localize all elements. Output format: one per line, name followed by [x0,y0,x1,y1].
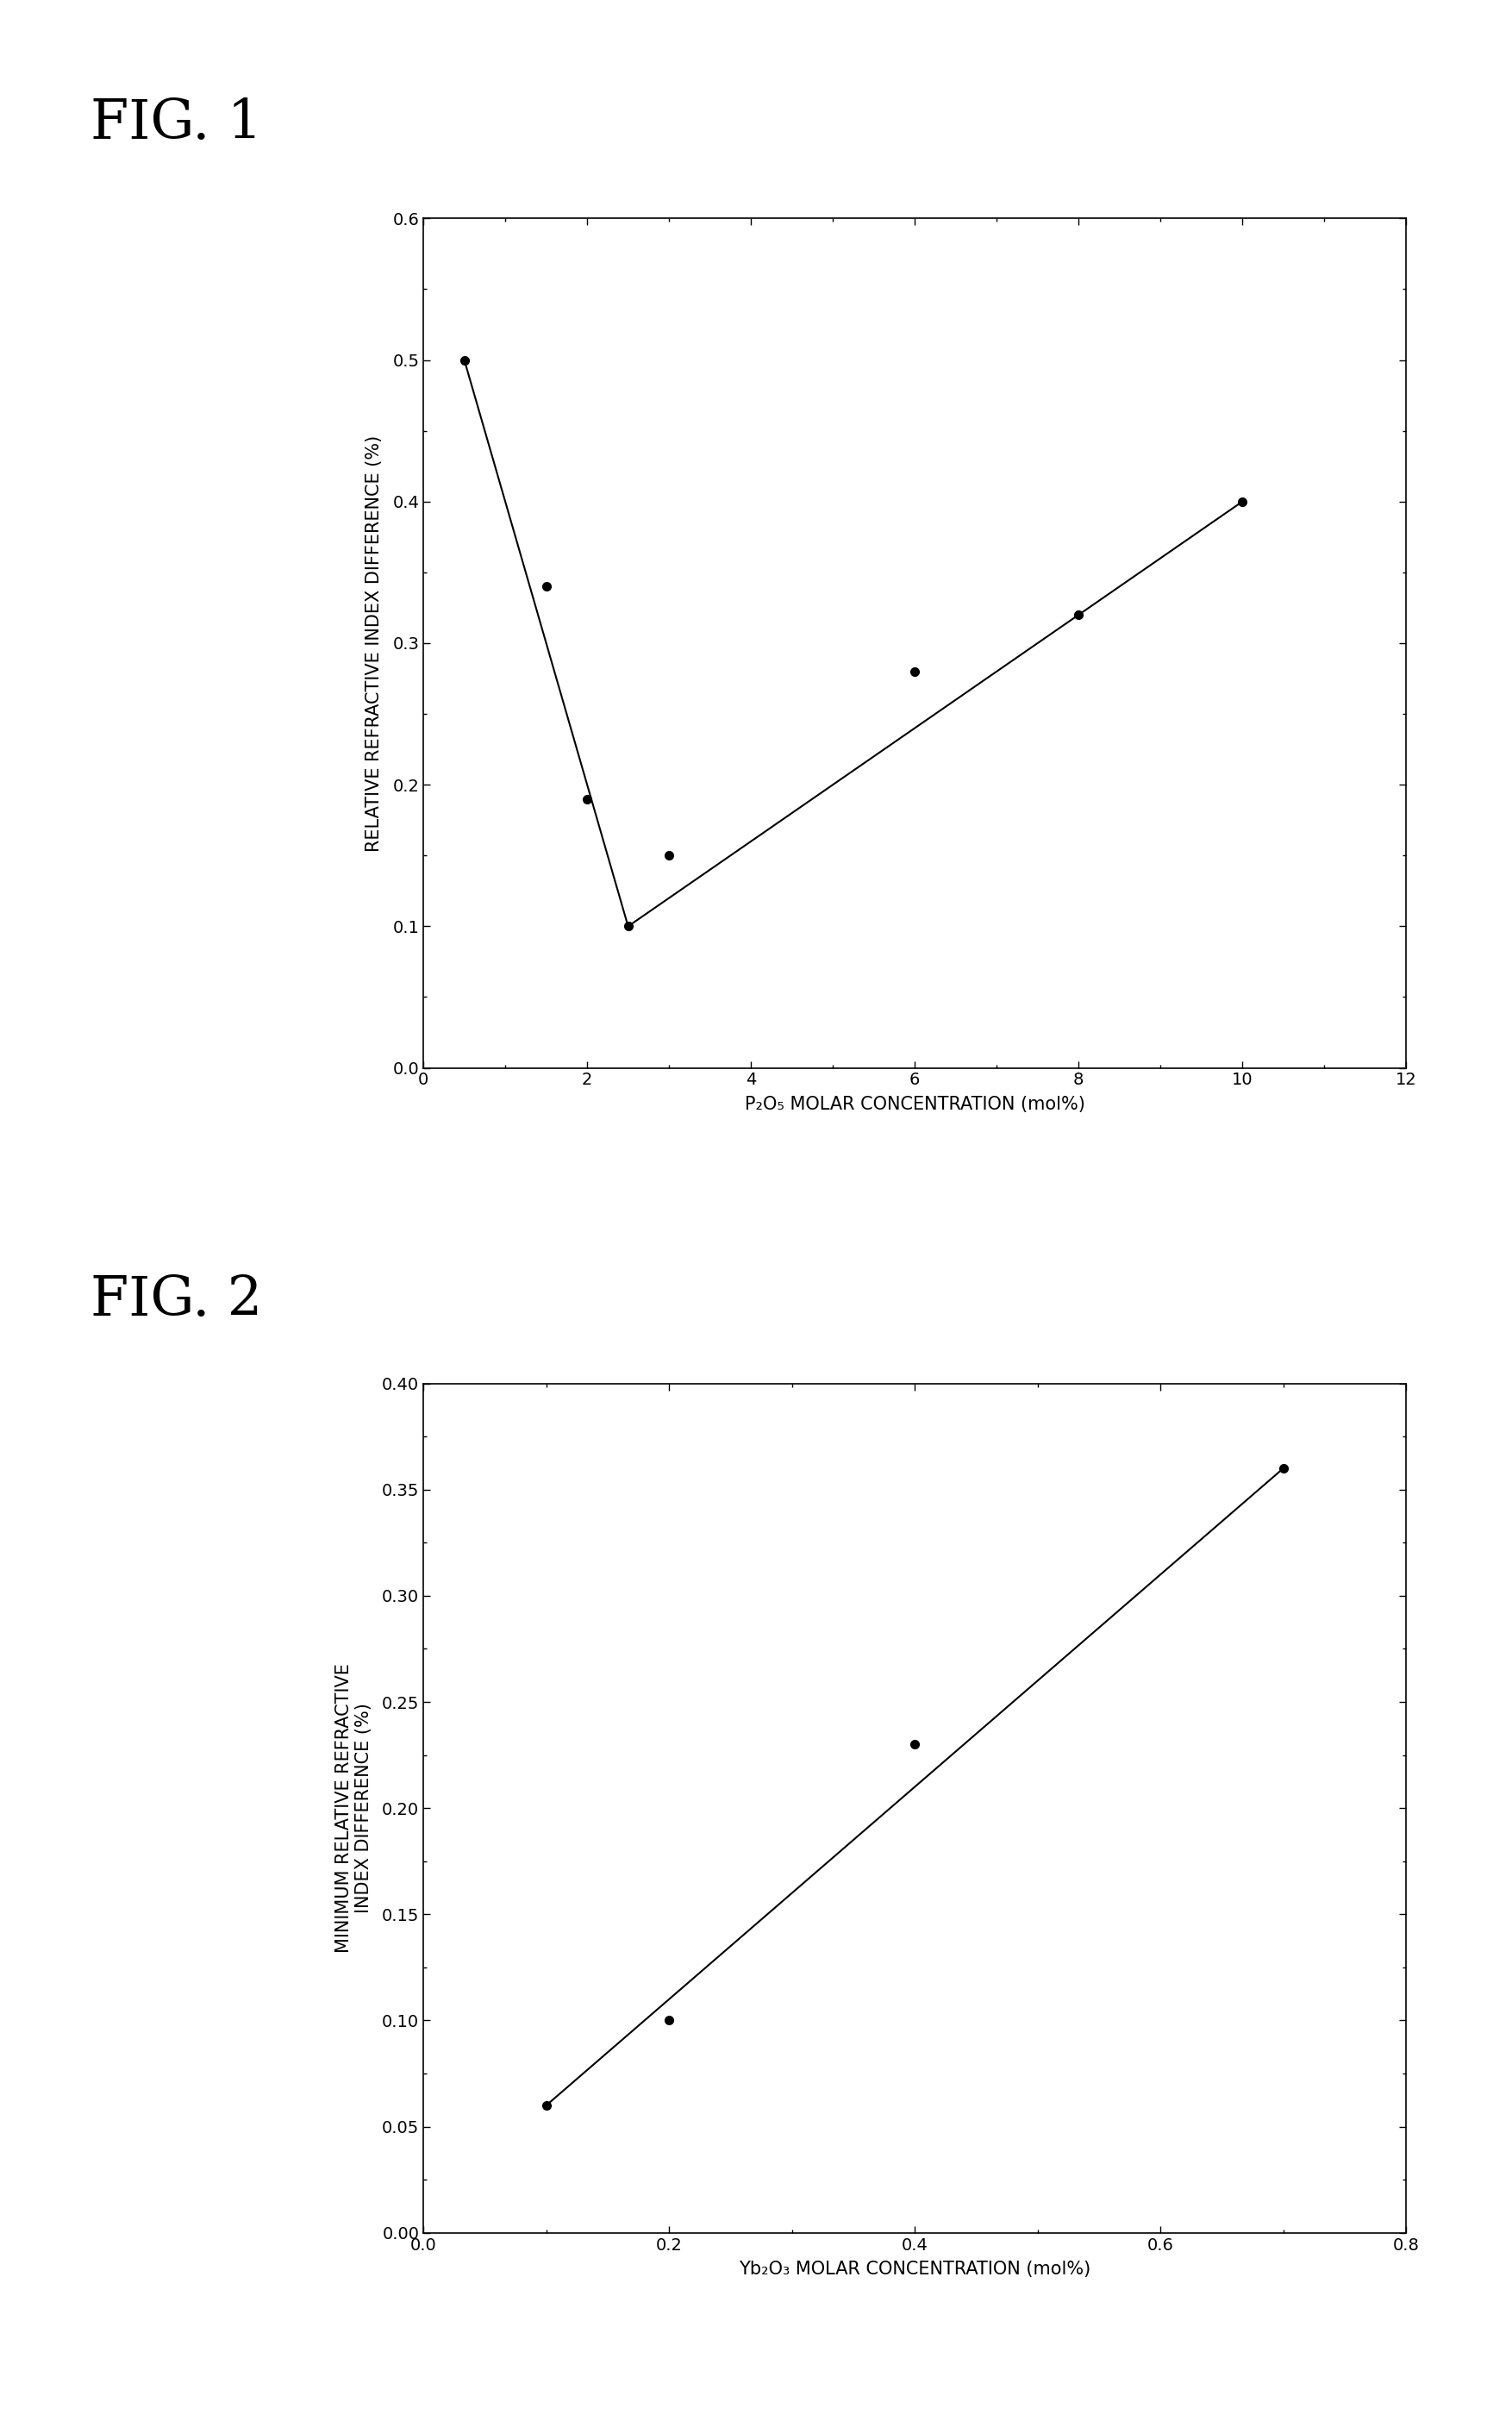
Point [658,2000,682,2039]
Y-axis label: RELATIVE REFRACTIVE INDEX DIFFERENCE (%): RELATIVE REFRACTIVE INDEX DIFFERENCE (%) [366,434,383,852]
Point [452,340,476,379]
Point [534,568,558,607]
Point [1066,595,1090,633]
Point [1231,483,1255,522]
Point [534,2085,558,2126]
Text: FIG. 1: FIG. 1 [91,97,263,150]
Point [903,653,927,692]
Y-axis label: MINIMUM RELATIVE REFRACTIVE
INDEX DIFFERENCE (%): MINIMUM RELATIVE REFRACTIVE INDEX DIFFER… [336,1662,372,1954]
X-axis label: P₂O₅ MOLAR CONCENTRATION (mol%): P₂O₅ MOLAR CONCENTRATION (mol%) [744,1095,1086,1114]
Point [1272,1449,1296,1488]
X-axis label: Yb₂O₃ MOLAR CONCENTRATION (mol%): Yb₂O₃ MOLAR CONCENTRATION (mol%) [739,2260,1090,2279]
Point [656,835,680,876]
Point [575,779,599,818]
Point [615,908,640,947]
Text: FIG. 2: FIG. 2 [91,1274,263,1328]
Point [903,1726,927,1764]
